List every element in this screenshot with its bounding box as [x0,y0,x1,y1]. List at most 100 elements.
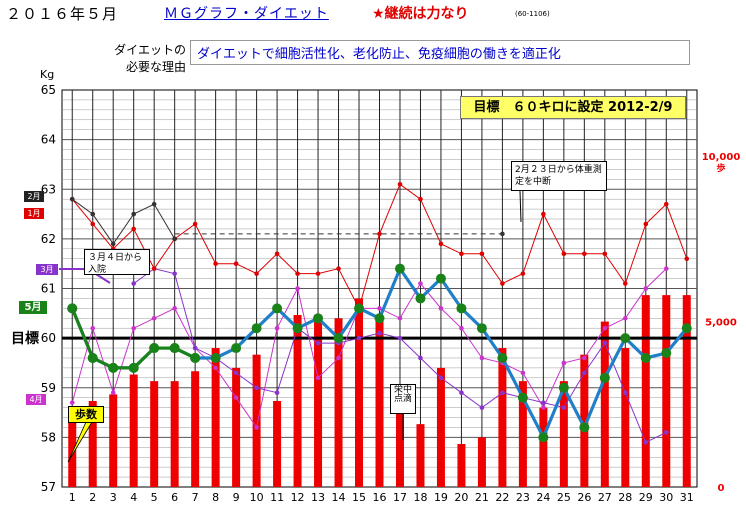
x-tick-label: 4 [130,491,137,504]
series-point-may [538,432,548,442]
series-point-jan [480,251,485,256]
x-tick-label: 19 [434,491,448,504]
steps-bar [273,401,281,487]
header-title-link[interactable]: ＭＧグラフ・ダイエット [164,3,329,23]
x-tick-label: 13 [311,491,325,504]
series-point-apr [521,371,526,376]
steps-bar [539,408,547,487]
series-point-apr [295,286,300,291]
series-point-may [436,274,446,284]
series-point-feb [131,212,136,217]
series-point-apr [316,376,321,381]
series-point-jan [193,222,198,227]
series-point-apr [275,326,280,331]
series-point-mar [603,341,608,346]
series-point-jan [664,202,669,207]
series-point-may [211,353,221,363]
series-point-jan [582,251,587,256]
series-point-may [456,303,466,313]
series-point-feb [70,197,75,202]
header-date: ２０１６年５月 [6,3,118,24]
series-point-may [231,343,241,353]
x-tick-label: 5 [151,491,158,504]
series-point-jan [439,242,444,247]
x-tick-label: 27 [598,491,612,504]
steps-bar [355,298,363,487]
y2-unit-label: 歩 [716,162,725,174]
legend-tag-mar: 3月 [36,264,58,275]
y-tick-label: 58 [41,430,56,444]
series-point-mar [275,390,280,395]
x-tick-label: 23 [516,491,530,504]
series-point-apr [90,326,95,331]
series-point-may [334,333,344,343]
series-point-mar [131,281,136,286]
series-point-jan [213,261,218,266]
series-point-may [579,422,589,432]
series-point-apr [336,356,341,361]
series-point-may [477,323,487,333]
x-tick-label: 1 [69,491,76,504]
series-point-mar [418,356,423,361]
series-point-mar [480,405,485,410]
steps-bar [191,371,199,487]
x-tick-label: 24 [536,491,550,504]
series-point-jan [398,182,403,187]
y-tick-label: 65 [41,83,56,97]
steps-label: 歩数 [68,406,104,423]
series-point-apr [541,405,546,410]
series-point-apr [603,326,608,331]
series-point-jan [562,251,567,256]
series-point-mar [541,400,546,405]
series-point-apr [582,356,587,361]
series-point-mar [439,376,444,381]
note-mar-hospital: ３月４日から入院 [84,249,150,275]
series-point-may [88,353,98,363]
legend-tag-feb: 2月 [24,191,44,202]
series-point-may [170,343,180,353]
x-tick-label: 29 [639,491,653,504]
series-point-may [600,373,610,383]
series-point-jan [90,222,95,227]
reason-label-line2: 必要な理由 [76,59,186,76]
y-axis-label: Kg [40,68,54,81]
x-tick-label: 3 [110,491,117,504]
series-point-mar [459,390,464,395]
x-tick-label: 22 [495,491,509,504]
x-tick-label: 16 [373,491,387,504]
series-point-apr [254,425,259,430]
series-point-may [354,303,364,313]
series-point-jan [500,281,505,286]
series-point-jan [152,266,157,271]
y-tick-label: 61 [41,282,56,296]
series-point-feb [90,212,95,217]
series-point-may [518,393,528,403]
y-tick-label: 57 [41,480,56,494]
note-feb-interrupt: 2月２３日から体重測定を中断 [511,161,607,191]
x-tick-label: 18 [413,491,427,504]
steps-bar [376,315,384,487]
x-tick-label: 14 [332,491,346,504]
series-point-feb [111,242,116,247]
header-code: (60-1106) [515,10,550,18]
series-point-may [313,313,323,323]
steps-bar [150,381,158,487]
series-point-mar [316,341,321,346]
x-tick-label: 12 [291,491,305,504]
series-point-may [252,323,262,333]
series-point-may [129,363,139,373]
y2-tick-label: 0 [718,483,725,494]
steps-bar [662,295,670,487]
series-point-apr [377,306,382,311]
reason-label-line1: ダイエットの [76,42,186,59]
series-point-may [620,333,630,343]
x-tick-label: 30 [659,491,673,504]
series-point-jan [336,266,341,271]
steps-bar [232,368,240,487]
steps-bar [437,368,445,487]
series-point-mar [664,430,669,435]
series-point-jan [623,281,628,286]
series-point-jan [295,271,300,276]
series-point-feb [172,237,177,242]
legend-tag-may: 5月 [19,301,47,314]
